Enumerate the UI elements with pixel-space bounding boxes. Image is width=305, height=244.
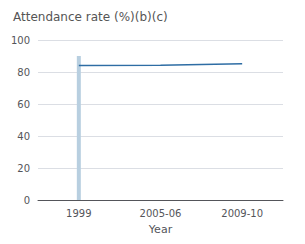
svg-text:20: 20: [17, 163, 30, 174]
svg-text:Attendance rate (%)(b)(c): Attendance rate (%)(b)(c): [13, 10, 168, 24]
svg-text:100: 100: [11, 35, 30, 46]
svg-text:40: 40: [17, 131, 30, 142]
svg-text:60: 60: [17, 99, 30, 110]
svg-text:Year: Year: [148, 223, 173, 236]
svg-text:80: 80: [17, 67, 30, 78]
svg-text:0: 0: [24, 195, 30, 206]
svg-text:1999: 1999: [66, 208, 91, 219]
svg-text:2005-06: 2005-06: [140, 208, 182, 219]
svg-text:2009-10: 2009-10: [221, 208, 263, 219]
